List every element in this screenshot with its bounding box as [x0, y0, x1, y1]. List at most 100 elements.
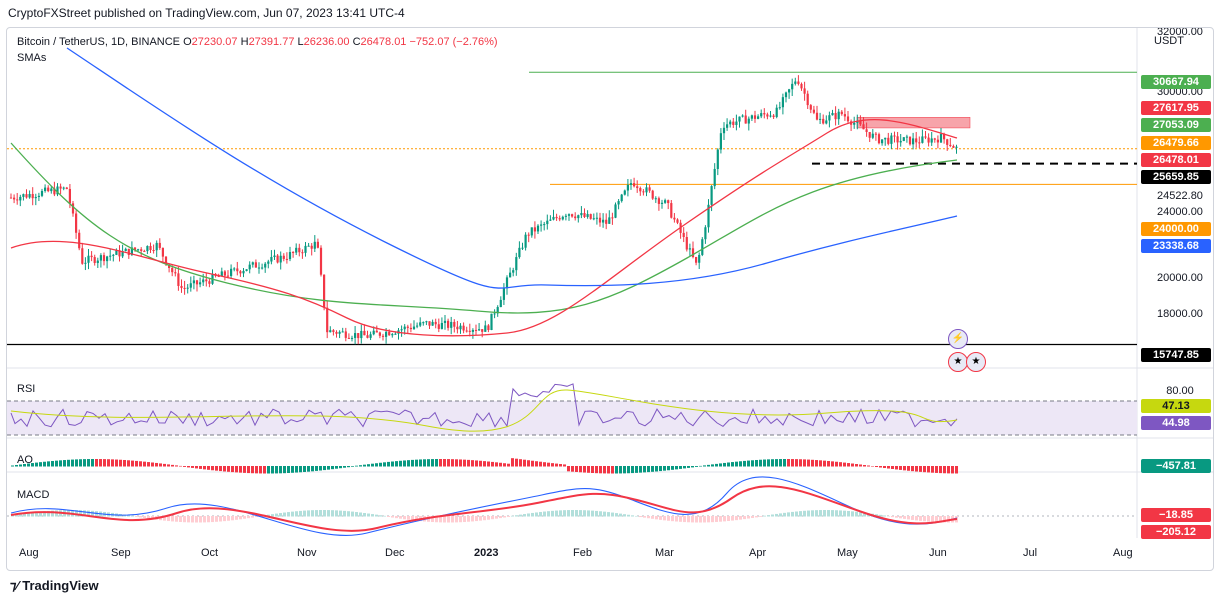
macd-histogram-bar: [367, 513, 370, 517]
candle-body: [323, 274, 326, 308]
ao-bar: [211, 466, 214, 471]
price-label: 25659.85: [1141, 170, 1211, 184]
candle-body: [434, 321, 437, 325]
macd-histogram-bar: [191, 516, 194, 523]
ao-bar: [815, 460, 818, 467]
macd-histogram-bar: [211, 516, 214, 523]
candle-body: [664, 200, 667, 203]
rsi-pane-label[interactable]: RSI: [17, 383, 36, 395]
macd-histogram-bar: [583, 510, 586, 517]
macd-histogram-bar: [619, 513, 622, 517]
ao-bar: [527, 460, 530, 467]
candle-body: [354, 333, 357, 338]
candle-body: [295, 247, 298, 253]
candle-body: [56, 186, 59, 195]
candle-body: [651, 190, 654, 199]
ao-bar: [855, 463, 858, 467]
candle-body: [831, 112, 834, 116]
ao-bar: [251, 466, 254, 474]
ao-bar: [399, 460, 402, 467]
ao-bar: [411, 459, 414, 467]
ao-bar: [567, 466, 570, 472]
candle-body: [530, 227, 533, 236]
macd-histogram-bar: [919, 516, 922, 521]
candle-body: [890, 135, 893, 144]
macd-histogram-bar: [507, 516, 510, 517]
x-tick: 2023: [474, 547, 499, 559]
price-label: 27617.95: [1141, 101, 1211, 115]
macd-histogram-bar: [691, 516, 694, 523]
candle-body: [577, 215, 580, 219]
macd-histogram-bar: [75, 510, 78, 517]
ao-bar: [643, 466, 646, 473]
candle-body: [71, 203, 75, 214]
candle-body: [419, 322, 422, 326]
candle-body: [143, 250, 146, 252]
candle-body: [16, 199, 19, 201]
macd-histogram-bar: [755, 516, 758, 518]
us-flag-icon[interactable]: ★: [948, 352, 968, 372]
macd-histogram-bar: [483, 516, 486, 521]
macd-histogram-bar: [271, 514, 274, 517]
ao-pane-label[interactable]: AO: [17, 454, 33, 466]
macd-histogram-bar: [183, 516, 186, 523]
candle-body: [199, 282, 202, 285]
macd-histogram-bar: [803, 510, 806, 517]
chart-container[interactable]: Bitcoin / TetherUS, 1D, BINANCE O27230.0…: [6, 27, 1214, 571]
ao-bar: [351, 466, 354, 467]
ao-bar: [283, 466, 286, 474]
candle-body: [440, 322, 443, 329]
macd-histogram-bar: [839, 510, 842, 517]
indicator-label[interactable]: SMAs: [17, 52, 47, 64]
candle-body: [168, 264, 171, 268]
ao-bar: [679, 466, 682, 469]
ao-bar: [199, 466, 202, 469]
macd-histogram-bar: [659, 516, 662, 520]
candle-body: [183, 287, 186, 289]
candle-body: [217, 276, 220, 278]
macd-histogram-bar: [535, 512, 538, 517]
macd-histogram-bar: [227, 516, 230, 521]
candle-body: [109, 255, 112, 257]
macd-histogram-bar: [11, 515, 14, 517]
ao-bar: [247, 466, 250, 474]
us-flag-icon[interactable]: ★: [966, 352, 986, 372]
ao-bar: [231, 466, 234, 473]
candle-body: [68, 188, 71, 204]
tradingview-logo[interactable]: ⁊⁄ TradingView: [10, 578, 99, 594]
candle-body: [400, 329, 403, 331]
candle-body: [642, 191, 645, 193]
candle-body: [347, 337, 350, 339]
low-label: L: [297, 36, 304, 48]
price-label: −457.81: [1141, 459, 1211, 473]
candle-body: [688, 248, 691, 250]
macd-histogram-bar: [551, 510, 554, 517]
candle-body: [285, 258, 288, 260]
candle-body: [75, 213, 78, 233]
macd-histogram-bar: [447, 516, 450, 523]
ao-bar: [515, 458, 518, 467]
symbol-name[interactable]: Bitcoin / TetherUS, 1D, BINANCE: [17, 36, 181, 48]
candle-body: [809, 105, 812, 110]
ao-bar: [395, 461, 398, 467]
ao-bar: [647, 466, 650, 473]
macd-histogram-bar: [603, 511, 606, 517]
candle-body: [366, 335, 369, 338]
ao-bar: [827, 460, 830, 467]
macd-histogram-bar: [459, 516, 462, 523]
candle-body: [949, 144, 952, 147]
macd-histogram-bar: [251, 516, 254, 518]
ao-bar: [15, 464, 18, 467]
macd-pane-label[interactable]: MACD: [17, 489, 50, 501]
ao-bar: [511, 458, 514, 467]
macd-histogram-bar: [627, 514, 630, 517]
macd-histogram-bar: [711, 516, 714, 523]
macd-histogram-bar: [727, 516, 730, 522]
macd-histogram-bar: [695, 516, 698, 523]
candle-body: [375, 330, 378, 333]
candle-body: [137, 249, 140, 251]
macd-histogram-bar: [295, 511, 298, 517]
lightning-event-icon[interactable]: ⚡: [948, 329, 968, 349]
candle-body: [257, 267, 261, 269]
ao-bar: [955, 466, 958, 474]
